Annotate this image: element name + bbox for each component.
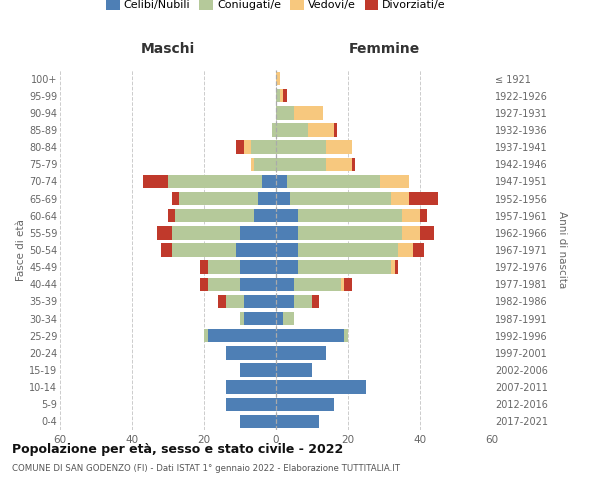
Bar [244, 294, 276, 308]
Bar [344, 278, 352, 291]
Bar [276, 140, 326, 154]
Y-axis label: Fasce di età: Fasce di età [16, 219, 26, 281]
Bar [420, 226, 434, 239]
Bar [218, 294, 226, 308]
Bar [251, 158, 254, 171]
Bar [290, 192, 391, 205]
Bar [312, 294, 319, 308]
Bar [420, 209, 427, 222]
Bar [276, 380, 366, 394]
Bar [276, 346, 326, 360]
Bar [179, 192, 258, 205]
Bar [391, 260, 395, 274]
Bar [326, 140, 352, 154]
Bar [161, 244, 172, 256]
Bar [208, 278, 240, 291]
Bar [283, 89, 287, 102]
Bar [326, 158, 352, 171]
Bar [276, 89, 280, 102]
Bar [172, 192, 179, 205]
Bar [395, 260, 398, 274]
Bar [226, 294, 244, 308]
Bar [251, 140, 276, 154]
Bar [208, 260, 240, 274]
Text: Maschi: Maschi [141, 42, 195, 56]
Bar [240, 226, 276, 239]
Bar [240, 260, 276, 274]
Bar [254, 158, 276, 171]
Bar [226, 380, 276, 394]
Bar [334, 124, 337, 136]
Bar [402, 209, 420, 222]
Bar [298, 260, 391, 274]
Bar [294, 294, 312, 308]
Bar [402, 226, 420, 239]
Bar [308, 124, 334, 136]
Bar [391, 192, 409, 205]
Bar [341, 278, 344, 291]
Bar [272, 124, 276, 136]
Bar [409, 192, 438, 205]
Bar [200, 278, 208, 291]
Bar [276, 226, 298, 239]
Bar [380, 174, 409, 188]
Bar [276, 244, 298, 256]
Bar [276, 209, 298, 222]
Bar [244, 140, 251, 154]
Bar [236, 140, 244, 154]
Bar [276, 124, 308, 136]
Text: Popolazione per età, sesso e stato civile - 2022: Popolazione per età, sesso e stato civil… [12, 442, 343, 456]
Bar [276, 398, 334, 411]
Bar [276, 312, 283, 326]
Bar [298, 226, 402, 239]
Bar [254, 209, 276, 222]
Y-axis label: Anni di nascita: Anni di nascita [557, 212, 567, 288]
Bar [294, 106, 323, 120]
Bar [200, 260, 208, 274]
Text: COMUNE DI SAN GODENZO (FI) - Dati ISTAT 1° gennaio 2022 - Elaborazione TUTTITALI: COMUNE DI SAN GODENZO (FI) - Dati ISTAT … [12, 464, 400, 473]
Bar [240, 312, 244, 326]
Bar [276, 174, 287, 188]
Bar [276, 329, 344, 342]
Bar [240, 278, 276, 291]
Bar [244, 312, 276, 326]
Bar [276, 192, 290, 205]
Bar [276, 260, 298, 274]
Bar [276, 106, 294, 120]
Bar [240, 364, 276, 376]
Bar [298, 209, 402, 222]
Bar [168, 174, 262, 188]
Bar [172, 244, 236, 256]
Bar [398, 244, 413, 256]
Bar [280, 89, 283, 102]
Bar [236, 244, 276, 256]
Bar [276, 72, 280, 86]
Bar [258, 192, 276, 205]
Bar [276, 278, 294, 291]
Text: Femmine: Femmine [349, 42, 419, 56]
Bar [344, 329, 348, 342]
Bar [287, 174, 380, 188]
Bar [226, 346, 276, 360]
Bar [175, 209, 254, 222]
Bar [276, 414, 319, 428]
Bar [143, 174, 168, 188]
Bar [240, 414, 276, 428]
Bar [276, 364, 312, 376]
Bar [283, 312, 294, 326]
Bar [208, 329, 276, 342]
Bar [413, 244, 424, 256]
Bar [262, 174, 276, 188]
Bar [168, 209, 175, 222]
Bar [204, 329, 208, 342]
Bar [298, 244, 398, 256]
Legend: Celibi/Nubili, Coniugati/e, Vedovi/e, Divorziati/e: Celibi/Nubili, Coniugati/e, Vedovi/e, Di… [103, 0, 449, 14]
Bar [276, 294, 294, 308]
Bar [276, 158, 326, 171]
Bar [294, 278, 341, 291]
Bar [172, 226, 240, 239]
Bar [157, 226, 172, 239]
Bar [226, 398, 276, 411]
Bar [352, 158, 355, 171]
